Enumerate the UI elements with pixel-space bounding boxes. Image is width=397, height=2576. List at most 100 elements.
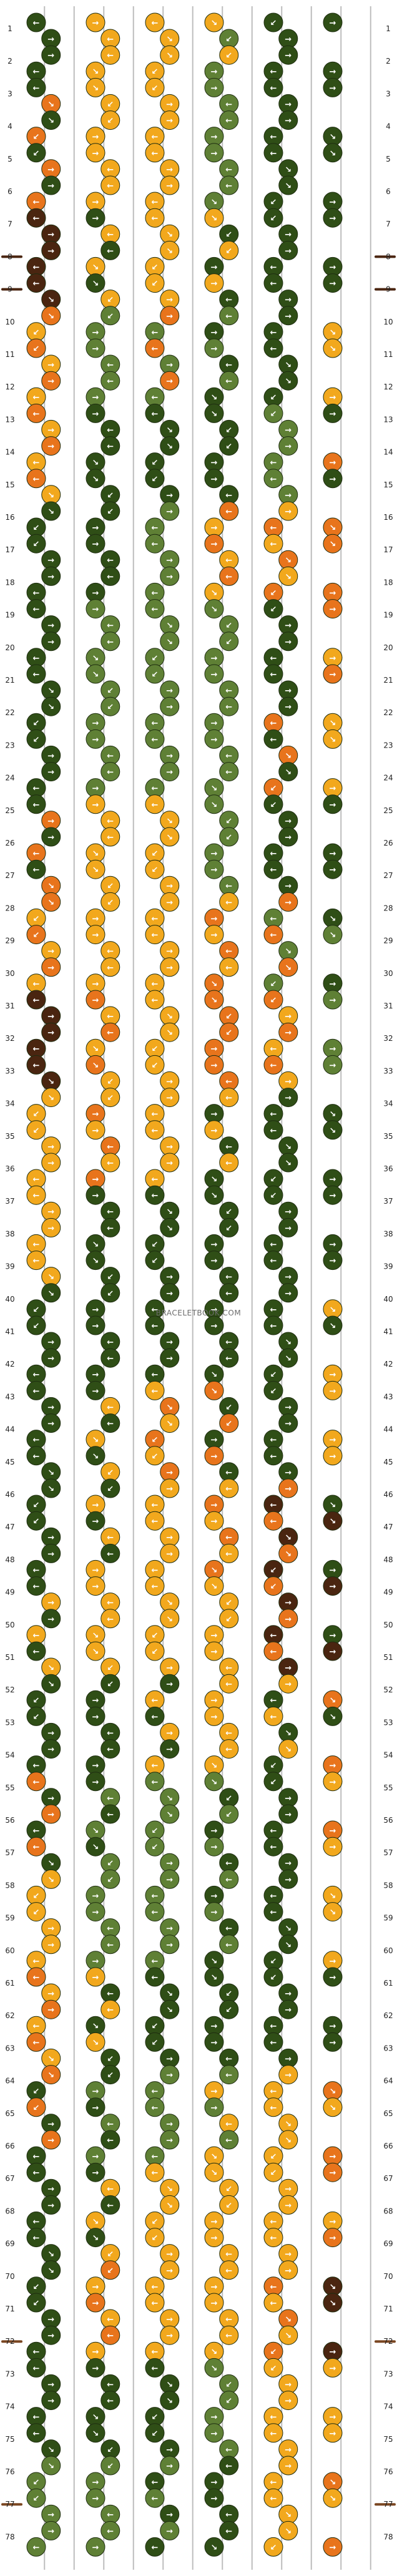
knot-arrow: ↘ (330, 1305, 336, 1315)
knot-arrow: ↘ (285, 2120, 292, 2129)
knot (86, 77, 105, 97)
knot-arrow: → (92, 1305, 99, 1315)
knot-arrow: → (330, 1436, 336, 1445)
knot (263, 469, 283, 489)
knot-arrow: ← (225, 1941, 232, 1950)
knot-arrow: ← (107, 35, 114, 44)
knot-arrow: → (330, 1061, 336, 1070)
knot-arrow: ← (33, 1452, 40, 1461)
knot (41, 2065, 61, 2085)
knot (323, 1772, 343, 1792)
knot (204, 2423, 224, 2443)
knot-arrow: → (47, 947, 54, 957)
knot (41, 2130, 61, 2150)
knot-arrow: ← (270, 914, 277, 924)
knot (145, 1902, 165, 1922)
knot-arrow: ↘ (166, 230, 173, 240)
knot-arrow: → (92, 393, 99, 402)
knot (145, 1055, 165, 1075)
knot (219, 2260, 239, 2280)
knot-arrow: ← (107, 246, 114, 256)
knot-arrow: ← (225, 572, 232, 582)
knot-arrow: → (166, 2071, 173, 2081)
knot-arrow: ↙ (107, 686, 114, 696)
knot-arrow: → (285, 1012, 292, 1022)
knot-arrow: ↙ (107, 1859, 114, 1868)
knot-arrow: → (211, 1647, 218, 1657)
knot-arrow: ← (270, 475, 277, 484)
knot-arrow: → (330, 996, 336, 1005)
knot-arrow: ↘ (211, 2348, 218, 2357)
knot-arrow: ↘ (285, 1925, 292, 1934)
knot (323, 859, 343, 879)
knot-arrow: → (211, 459, 218, 468)
knot-arrow: ↙ (270, 1778, 277, 1787)
knot-arrow: ← (33, 409, 40, 419)
knot-arrow: → (166, 2315, 173, 2325)
knot-arrow: ↙ (107, 100, 114, 109)
knot (160, 1283, 180, 1303)
knot-arrow: → (211, 719, 218, 728)
knot-arrow: ↘ (92, 67, 99, 77)
knot (86, 729, 105, 749)
knot-arrow: ↙ (270, 1175, 277, 1184)
knot-arrow: → (211, 1126, 218, 1136)
knot (263, 208, 283, 228)
knot (219, 1543, 239, 1563)
knot (41, 1088, 61, 1108)
knot-arrow: ← (270, 670, 277, 680)
knot-arrow: → (285, 2185, 292, 2194)
knot-arrow: → (330, 605, 336, 615)
knot-arrow: ↙ (33, 133, 40, 142)
knot-arrow: ↙ (152, 1257, 159, 1266)
knot-arrow: → (285, 1989, 292, 1999)
knot-arrow: ↘ (285, 377, 292, 386)
knot-arrow: ← (107, 556, 114, 565)
knot-arrow: ↘ (166, 1615, 173, 1624)
knot-arrow: ← (152, 540, 159, 549)
knot (145, 2423, 165, 2443)
knot-arrow: ← (225, 2054, 232, 2064)
knot-arrow: ← (225, 703, 232, 712)
knot-arrow: ↘ (285, 572, 292, 582)
knot-arrow: ← (107, 2315, 114, 2325)
knot (263, 2488, 283, 2508)
knot (160, 1804, 180, 1824)
knot-arrow: → (330, 1452, 336, 1461)
knot-arrow: ← (107, 1159, 114, 1168)
knot (145, 1120, 165, 1140)
knot-arrow: ↙ (107, 2266, 114, 2276)
knot-arrow: ↙ (33, 1891, 40, 1901)
knot-arrow: ← (225, 1077, 232, 1086)
row-number-left: 11 (5, 350, 14, 359)
knot-arrow: → (330, 784, 336, 794)
knot-arrow: ← (270, 1908, 277, 1918)
knot (86, 1706, 105, 1726)
knot (160, 2520, 180, 2540)
knot (263, 1251, 283, 1271)
knot-arrow: ← (152, 198, 159, 207)
row-number-left: 12 (5, 383, 14, 391)
knot (278, 566, 298, 586)
row-number-right: 35 (383, 1132, 393, 1141)
knot (86, 273, 105, 293)
knot-arrow: ← (270, 2494, 277, 2504)
row-number-left: 72 (5, 2337, 14, 2346)
knot-arrow: ← (107, 2380, 114, 2389)
knot-arrow: ↘ (285, 768, 292, 778)
knot (278, 175, 298, 195)
knot-arrow: ← (107, 1745, 114, 1755)
row-number-right: 61 (383, 1979, 393, 1988)
knot-arrow: ↙ (33, 1517, 40, 1526)
knot (278, 1543, 298, 1563)
knot-arrow: → (330, 1762, 336, 1771)
knot (263, 1706, 283, 1726)
knot-arrow: ← (270, 1452, 277, 1461)
knot-arrow: ← (270, 67, 277, 77)
knot-arrow: ↘ (92, 280, 99, 289)
knot-arrow: → (211, 2429, 218, 2439)
knot-arrow: ← (225, 751, 232, 761)
knot-arrow: ↙ (107, 1875, 114, 1885)
knot-arrow: → (285, 1664, 292, 1673)
knot-arrow: ↙ (152, 1843, 159, 1852)
